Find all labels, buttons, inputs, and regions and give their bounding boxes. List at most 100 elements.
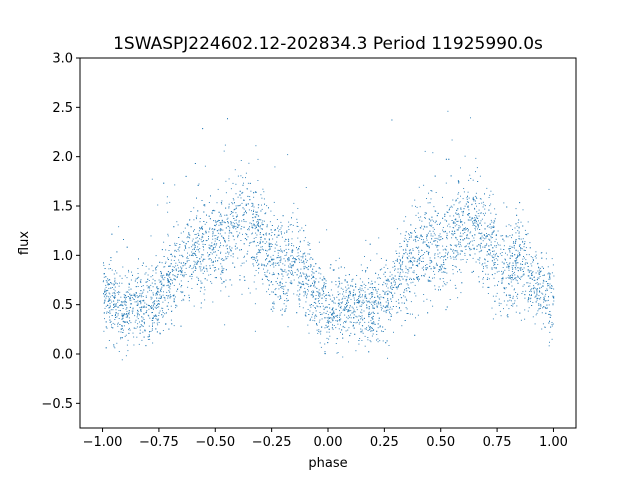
scatter-point bbox=[440, 236, 442, 238]
scatter-point bbox=[348, 274, 350, 276]
scatter-point bbox=[137, 318, 139, 320]
scatter-point bbox=[196, 283, 198, 285]
scatter-point bbox=[125, 316, 127, 318]
scatter-point bbox=[370, 259, 372, 261]
scatter-point bbox=[345, 306, 347, 308]
scatter-point bbox=[514, 247, 515, 249]
scatter-point bbox=[117, 306, 119, 308]
scatter-point bbox=[173, 275, 175, 277]
scatter-point bbox=[482, 286, 484, 288]
scatter-point bbox=[504, 258, 506, 260]
scatter-point bbox=[337, 323, 339, 325]
scatter-point bbox=[342, 333, 343, 335]
scatter-point bbox=[142, 331, 144, 333]
scatter-point bbox=[141, 265, 143, 266]
scatter-point bbox=[214, 210, 216, 212]
scatter-point bbox=[476, 205, 477, 207]
scatter-point bbox=[548, 278, 550, 280]
scatter-point bbox=[384, 271, 386, 273]
scatter-point bbox=[442, 238, 444, 240]
scatter-point bbox=[365, 270, 367, 272]
scatter-point bbox=[125, 313, 127, 315]
scatter-point bbox=[330, 321, 332, 323]
scatter-point bbox=[363, 317, 365, 319]
scatter-point bbox=[256, 256, 258, 258]
scatter-point bbox=[493, 262, 495, 264]
scatter-point bbox=[141, 294, 143, 296]
scatter-point bbox=[487, 260, 489, 262]
scatter-point bbox=[355, 283, 357, 285]
scatter-point bbox=[281, 308, 283, 310]
scatter-point bbox=[366, 301, 368, 303]
scatter-point bbox=[385, 291, 387, 293]
scatter-point bbox=[289, 270, 291, 272]
scatter-point bbox=[174, 296, 176, 298]
scatter-point bbox=[475, 200, 476, 202]
scatter-point bbox=[401, 276, 403, 278]
scatter-point bbox=[152, 294, 154, 296]
scatter-point bbox=[492, 318, 494, 320]
scatter-point bbox=[468, 179, 470, 181]
scatter-point bbox=[484, 222, 486, 224]
scatter-point bbox=[460, 195, 461, 197]
scatter-point bbox=[361, 329, 363, 331]
scatter-point bbox=[412, 264, 414, 266]
scatter-point bbox=[516, 214, 518, 216]
scatter-point bbox=[552, 264, 554, 266]
scatter-point bbox=[235, 219, 237, 221]
scatter-point bbox=[117, 322, 119, 324]
scatter-point bbox=[148, 308, 150, 310]
scatter-point bbox=[340, 318, 342, 320]
scatter-point bbox=[527, 221, 529, 223]
scatter-point bbox=[128, 312, 130, 314]
scatter-point bbox=[384, 283, 386, 285]
scatter-point bbox=[246, 234, 248, 236]
scatter-point bbox=[277, 234, 279, 236]
scatter-point bbox=[520, 247, 522, 249]
scatter-point bbox=[274, 229, 276, 231]
scatter-point bbox=[106, 312, 108, 314]
scatter-point bbox=[273, 201, 275, 203]
scatter-point bbox=[542, 282, 544, 284]
scatter-point bbox=[341, 302, 343, 304]
scatter-point bbox=[461, 221, 463, 223]
scatter-point bbox=[424, 226, 426, 228]
scatter-point bbox=[105, 276, 107, 278]
scatter-point bbox=[520, 269, 522, 271]
scatter-point bbox=[523, 243, 525, 245]
scatter-point bbox=[201, 228, 203, 230]
scatter-point bbox=[261, 278, 263, 280]
scatter-point bbox=[368, 314, 370, 316]
scatter-point bbox=[516, 257, 517, 259]
scatter-point bbox=[255, 257, 257, 259]
scatter-point bbox=[212, 238, 214, 240]
scatter-point bbox=[444, 219, 446, 221]
scatter-point bbox=[366, 267, 368, 269]
scatter-point bbox=[111, 324, 112, 326]
scatter-point bbox=[212, 264, 214, 266]
scatter-point bbox=[216, 202, 218, 204]
scatter-point bbox=[270, 281, 272, 283]
scatter-point bbox=[302, 253, 304, 255]
scatter-point bbox=[478, 232, 480, 234]
scatter-point bbox=[315, 295, 317, 296]
scatter-point bbox=[129, 293, 131, 295]
scatter-point bbox=[146, 311, 147, 313]
scatter-point bbox=[359, 295, 361, 297]
scatter-point bbox=[127, 296, 129, 297]
scatter-point bbox=[268, 284, 270, 286]
scatter-point bbox=[102, 281, 104, 283]
scatter-point bbox=[346, 304, 348, 306]
scatter-point bbox=[191, 254, 193, 256]
scatter-point bbox=[443, 256, 445, 258]
scatter-point bbox=[506, 304, 508, 306]
scatter-point bbox=[538, 305, 540, 306]
scatter-point bbox=[513, 289, 515, 291]
scatter-point bbox=[151, 305, 152, 307]
scatter-point bbox=[464, 252, 466, 254]
scatter-point bbox=[519, 254, 521, 256]
scatter-point bbox=[237, 175, 239, 177]
scatter-point bbox=[375, 272, 377, 274]
scatter-point bbox=[522, 261, 523, 262]
scatter-point bbox=[536, 289, 538, 291]
